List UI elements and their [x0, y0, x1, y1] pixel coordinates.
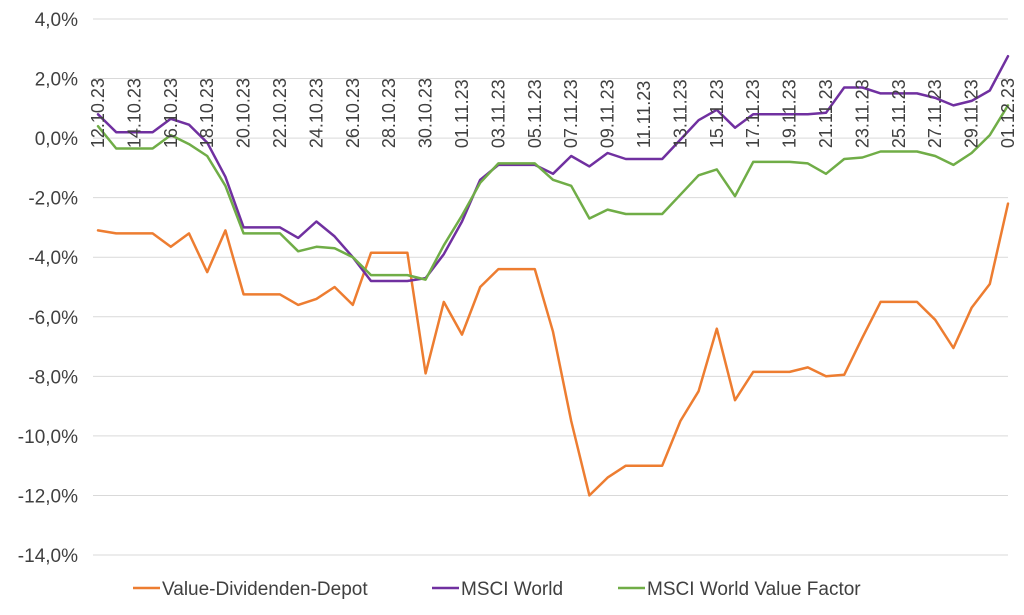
x-tick-label: 16.10.23 — [161, 78, 181, 148]
x-tick-label: 23.11.23 — [852, 79, 872, 148]
y-tick-label: -12,0% — [18, 486, 78, 507]
series-line-3 — [96, 104, 1010, 281]
legend-label-3: MSCI World Value Factor — [647, 579, 861, 600]
x-tick-label: 21.11.23 — [816, 79, 836, 148]
y-tick-label: 0,0% — [35, 129, 78, 150]
x-tick-label: 22.10.23 — [270, 78, 290, 148]
y-axis-ticks: 4,0% 2,0% 0,0% -2,0% -4,0% -6,0% -8,0% -10,0% -1… — [18, 10, 78, 567]
y-tick-label: -8,0% — [28, 367, 78, 388]
y-tick-label: -2,0% — [28, 189, 78, 210]
x-tick-label: 17.11.23 — [743, 79, 763, 148]
x-tick-label: 11.11.23 — [634, 81, 654, 148]
x-tick-label: 26.10.23 — [343, 78, 363, 148]
x-tick-label: 28.10.23 — [379, 78, 399, 148]
x-tick-label: 18.10.23 — [197, 78, 217, 148]
x-tick-label: 03.11.23 — [488, 79, 508, 148]
x-tick-label: 27.11.23 — [925, 79, 945, 148]
x-tick-label: 15.11.23 — [707, 79, 727, 148]
x-tick-label: 13.11.23 — [670, 79, 690, 148]
x-tick-label: 29.11.23 — [962, 79, 982, 148]
x-tick-label: 30.10.23 — [416, 78, 436, 148]
series-line-1 — [96, 202, 1010, 497]
y-tick-label: -14,0% — [18, 546, 78, 567]
gridlines — [93, 18, 1008, 556]
x-axis-ticks: 12.10.23 14.10.23 16.10.23 18.10.23 20.10.23… — [88, 78, 1018, 148]
x-tick-label: 09.11.23 — [598, 79, 618, 148]
y-tick-label: 2,0% — [35, 70, 78, 91]
y-tick-label: -10,0% — [18, 427, 78, 448]
x-tick-label: 01.11.23 — [452, 79, 472, 148]
series-line-2 — [96, 54, 1010, 283]
x-tick-label: 25.11.23 — [889, 79, 909, 148]
series-lines — [96, 54, 1010, 497]
x-tick-label: 07.11.23 — [561, 79, 581, 148]
x-tick-label: 24.10.23 — [306, 78, 326, 148]
x-tick-label: 14.10.23 — [124, 78, 144, 148]
x-tick-label: 05.11.23 — [525, 79, 545, 148]
x-tick-label: 12.10.23 — [88, 78, 108, 148]
legend-label-1: Value-Dividenden-Depot — [162, 579, 368, 600]
legend: Value-Dividenden-Depot MSCI World MSCI Wor… — [133, 579, 861, 600]
legend-label-2: MSCI World — [461, 579, 563, 600]
x-tick-label: 01.12.23 — [998, 78, 1018, 148]
x-tick-label: 19.11.23 — [780, 79, 800, 148]
y-tick-label: -4,0% — [28, 248, 78, 269]
x-tick-label: 20.10.23 — [234, 78, 254, 148]
y-tick-label: -6,0% — [28, 308, 78, 329]
y-tick-label: 4,0% — [35, 10, 78, 31]
